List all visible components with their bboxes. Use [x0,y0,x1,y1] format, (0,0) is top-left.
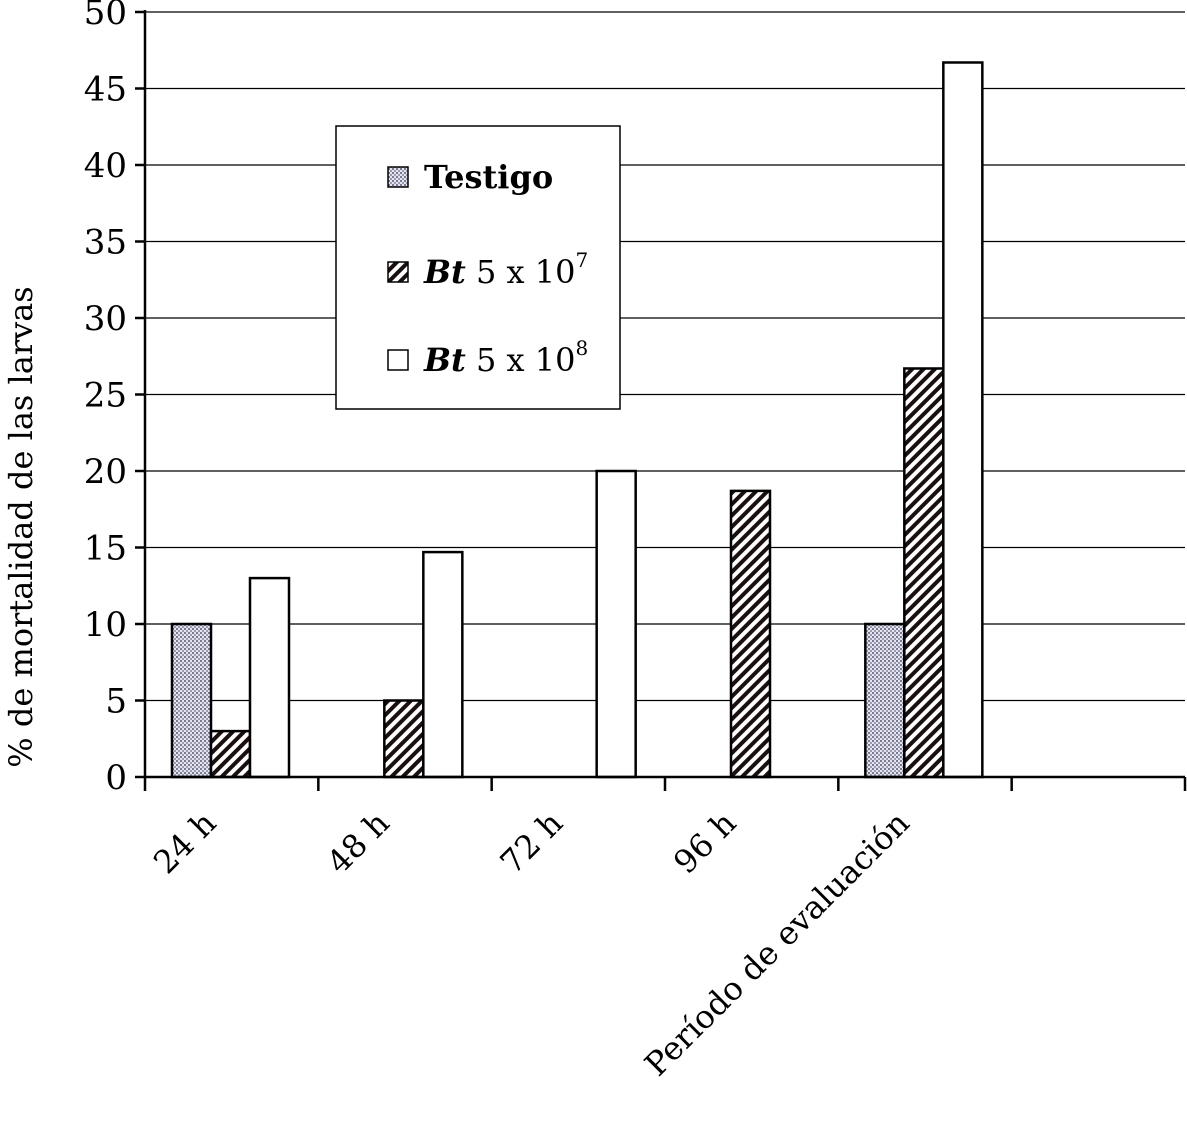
legend-label: Testigo [424,158,553,196]
legend-label: Bt 5 x 108 [423,336,588,379]
bar-hatch-cat0 [209,729,252,779]
y-tick-label: 20 [84,452,127,492]
y-tick-labels: 0 5 10 15 20 25 30 35 40 45 50 [84,0,127,798]
y-tick-label: 50 [84,0,127,33]
bar-white-cat4 [942,61,984,779]
x-tick-label: 24 h [146,804,223,881]
y-tick-label: 25 [84,376,127,416]
bar-hatch-cat4 [903,367,945,779]
bar-white-cat1 [422,550,464,779]
legend-box [335,125,621,410]
legend-swatch-hatch [387,261,409,283]
y-tick-label: 15 [84,529,127,569]
legend-swatch-white [387,349,409,371]
legend: Testigo Bt 5 x 107 Bt 5 x 108 [335,125,621,410]
gridlines [145,11,1185,702]
y-axis-title: % de mortalidad de las larvas [2,286,40,767]
x-tick-label: 48 h [319,804,396,881]
y-tick-label: 30 [84,299,127,339]
bar-dots-cat4 [864,622,906,779]
bar-dots-cat0 [170,622,213,779]
x-tick-label: 72 h [493,804,570,881]
legend-label: Bt 5 x 107 [423,248,588,291]
y-tick-label: 45 [84,70,127,110]
bar-white-cat2 [595,469,637,779]
y-tick-label: 40 [84,146,127,186]
axes [135,10,1187,791]
bar-white-cat0 [248,576,291,779]
bar-hatch-cat1 [383,699,425,779]
y-tick-label: 10 [84,605,127,645]
x-tick-label: 96 h [666,804,743,881]
bar-hatch-cat3 [729,489,772,779]
y-tick-label: 35 [84,223,127,263]
y-tick-label: 0 [105,758,127,798]
y-tick-label: 5 [105,682,127,722]
legend-swatch-dots [387,166,409,188]
